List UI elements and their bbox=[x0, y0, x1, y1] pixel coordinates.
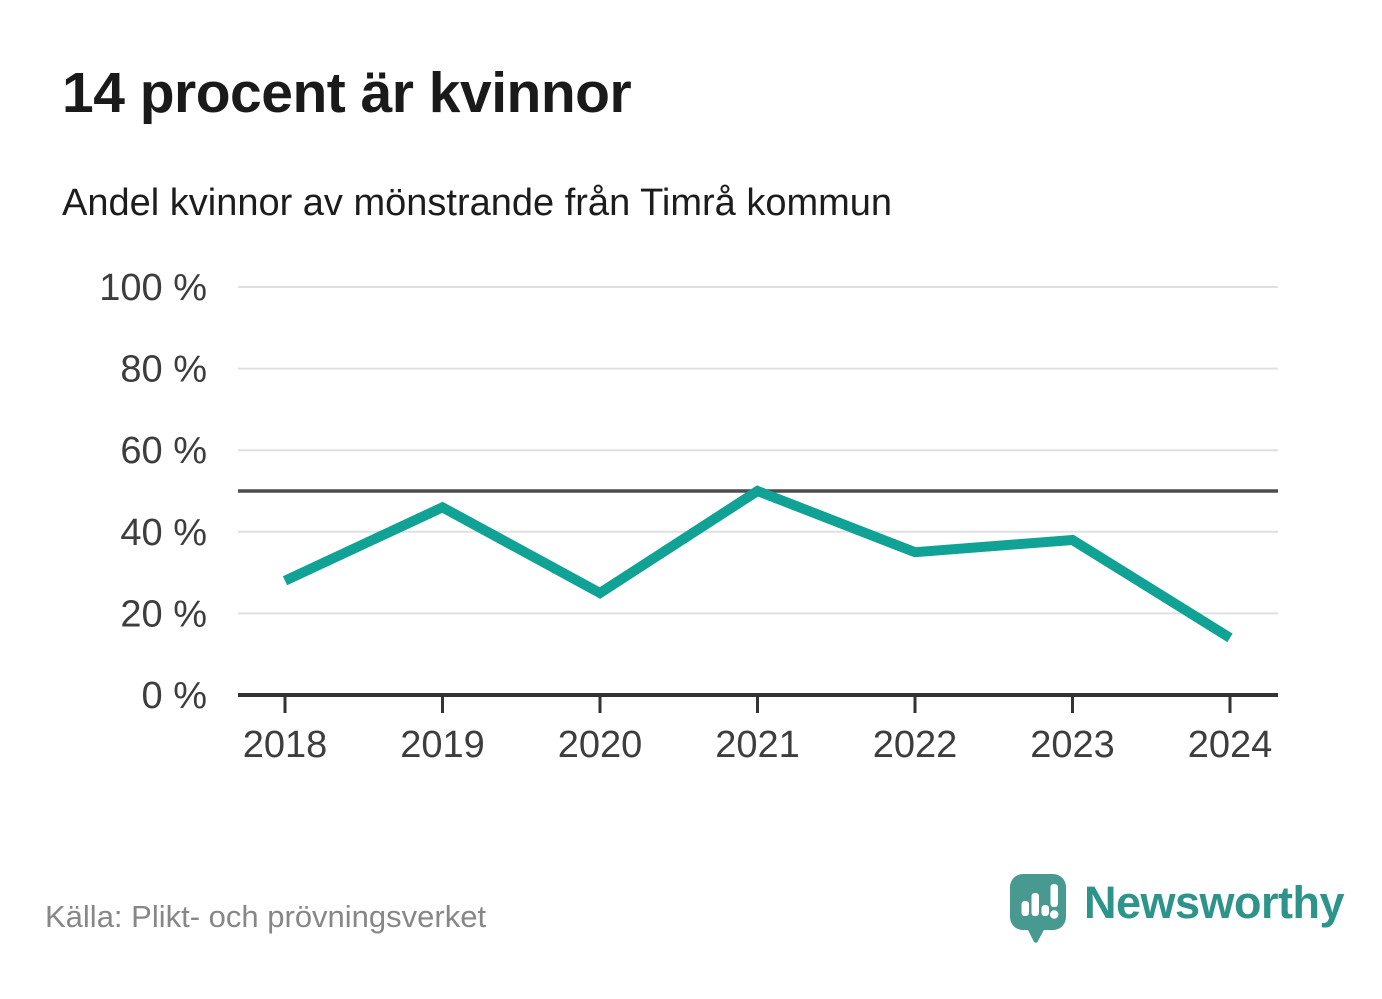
x-tick-label: 2019 bbox=[400, 724, 485, 766]
source-text: Källa: Plikt- och prövningsverket bbox=[45, 899, 487, 934]
x-tick-label: 2024 bbox=[1188, 724, 1273, 766]
newsworthy-logo-icon bbox=[1010, 874, 1066, 943]
y-tick-label: 60 % bbox=[120, 430, 207, 472]
y-tick-label: 40 % bbox=[120, 512, 207, 554]
x-tick-label: 2022 bbox=[873, 724, 958, 766]
chart-subtitle: Andel kvinnor av mönstrande från Timrå k… bbox=[62, 182, 893, 224]
newsworthy-logo: Newsworthy bbox=[1010, 874, 1345, 946]
newsworthy-wordmark: Newsworthy bbox=[1084, 877, 1345, 928]
line-chart: 2018 2019 2020 2021 2022 2023 2024 0 % 20 % 40 % 6… bbox=[99, 267, 1278, 766]
chart-title: 14 procent är kvinnor bbox=[62, 61, 632, 125]
y-tick-label: 100 % bbox=[99, 267, 207, 309]
x-tick-label: 2018 bbox=[243, 724, 328, 766]
x-tick-label: 2023 bbox=[1030, 724, 1115, 766]
x-tick-label: 2020 bbox=[558, 724, 643, 766]
y-tick-label: 0 % bbox=[142, 675, 207, 717]
series-line bbox=[282, 485, 1233, 643]
y-tick-label: 80 % bbox=[120, 349, 207, 391]
y-tick-label: 20 % bbox=[120, 593, 207, 635]
x-tick-label: 2021 bbox=[715, 724, 800, 766]
